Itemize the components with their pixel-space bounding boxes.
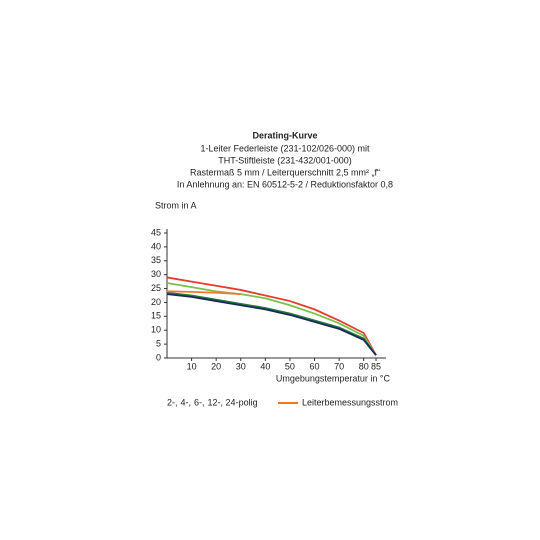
x-tick-label: 10 — [187, 361, 197, 371]
chart-subtitle: In Anlehnung an: EN 60512-5-2 / Reduktio… — [177, 179, 393, 189]
series-line — [166, 290, 241, 296]
legend-label: 4-, — [181, 397, 192, 407]
y-tick-label: 30 — [151, 269, 161, 279]
legend-label: 2-, — [167, 397, 178, 407]
y-tick-label: 25 — [151, 283, 161, 293]
y-tick-label: 20 — [151, 297, 161, 307]
y-tick-label: 40 — [151, 241, 161, 251]
chart-subtitle: THT-Stiftleiste (231-432/001-000) — [218, 155, 352, 165]
y-tick-label: 45 — [151, 227, 161, 237]
x-tick-label: 20 — [211, 361, 221, 371]
x-tick-label: 50 — [285, 361, 295, 371]
x-tick-label: 80 — [359, 361, 369, 371]
y-tick-label: 5 — [156, 338, 161, 348]
x-tick-label: 30 — [236, 361, 246, 371]
legend-label: Leiterbemessungsstrom — [302, 397, 398, 407]
y-tick-label: 15 — [151, 311, 161, 321]
series-line — [166, 293, 377, 356]
series-line — [166, 276, 377, 356]
x-axis-label: Umgebungstemperatur in °C — [276, 373, 391, 383]
chart-subtitle: 1-Leiter Federleiste (231-102/026-000) m… — [200, 143, 370, 153]
legend-label: 6-, — [194, 397, 205, 407]
legend-label: 12-, 24-polig — [208, 397, 258, 407]
y-tick-label: 10 — [151, 325, 161, 335]
series-line — [166, 291, 377, 356]
chart-subtitle: Rastermaß 5 mm / Leiterquerschnitt 2,5 m… — [190, 167, 380, 177]
x-tick-label: 85 — [371, 361, 381, 371]
x-tick-label: 70 — [334, 361, 344, 371]
chart-title: Derating-Kurve — [252, 130, 317, 140]
y-tick-label: 35 — [151, 255, 161, 265]
y-tick-label: 0 — [156, 352, 161, 362]
x-tick-label: 60 — [310, 361, 320, 371]
y-axis-label: Strom in A — [155, 200, 197, 210]
series-line — [166, 282, 377, 356]
x-tick-label: 40 — [260, 361, 270, 371]
